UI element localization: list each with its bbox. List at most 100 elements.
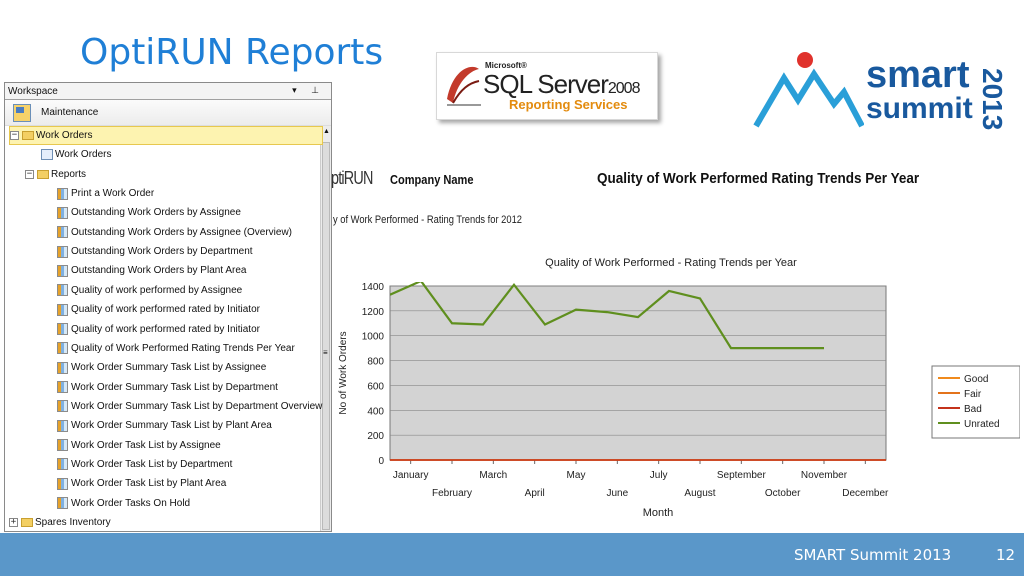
- tree-item-label: Work Order Summary Task List by Departme…: [71, 400, 323, 412]
- tree-item[interactable]: Outstanding Work Orders by Department: [57, 242, 253, 261]
- report-icon: [57, 361, 68, 374]
- tree-item[interactable]: Outstanding Work Orders by Assignee: [57, 203, 241, 222]
- tree-item-label: Work Order Summary Task List by Assignee: [71, 362, 267, 374]
- tree-item-label: Outstanding Work Orders by Department: [71, 246, 253, 258]
- report-icon: [57, 303, 68, 316]
- form-icon: [41, 149, 53, 161]
- mountain-icon: [753, 52, 865, 128]
- folder-icon: [21, 518, 33, 527]
- y-tick-label: 400: [367, 406, 384, 417]
- tree-item[interactable]: − Work Orders: [9, 126, 323, 145]
- scroll-up-icon[interactable]: ▲: [323, 128, 330, 135]
- tree-item-label: Quality of Work Performed Rating Trends …: [71, 342, 295, 354]
- tree-item-label: Work Order Summary Task List by Plant Ar…: [71, 420, 272, 432]
- trend-chart: Quality of Work Performed - Rating Trend…: [338, 257, 1020, 519]
- x-tick-label: August: [684, 488, 715, 499]
- tree-item[interactable]: Work Order Summary Task List by Plant Ar…: [57, 416, 272, 435]
- x-tick-label: April: [525, 488, 545, 499]
- series-line-unrated: [390, 282, 824, 350]
- workspace-controls[interactable]: ▾ ⊥: [292, 85, 325, 95]
- x-tick-label: June: [606, 488, 628, 499]
- report-icon: [57, 458, 68, 471]
- report-icon: [57, 323, 68, 335]
- sql-server-icon: [447, 66, 481, 106]
- y-tick-label: 1200: [362, 307, 385, 318]
- tree-item-label: Spares Inventory: [35, 517, 111, 528]
- report-icon: [57, 342, 68, 355]
- maintenance-button[interactable]: Maintenance: [5, 100, 331, 126]
- workspace-header: Workspace ▾ ⊥: [5, 83, 331, 100]
- page-number: 12: [996, 546, 1016, 564]
- sql-logo-ms: Microsoft®: [485, 61, 527, 70]
- report-icon: [57, 400, 68, 413]
- legend-label: Fair: [964, 389, 982, 400]
- tree-item[interactable]: Quality of work performed rated by Initi…: [57, 300, 260, 319]
- legend-label: Unrated: [964, 419, 1000, 430]
- legend-label: Good: [964, 374, 988, 385]
- x-tick-label: September: [717, 470, 767, 481]
- tree-item[interactable]: Work Order Task List by Plant Area: [57, 474, 226, 493]
- tree-item[interactable]: Work Order Summary Task List by Assignee: [57, 358, 266, 377]
- y-axis-label: No of Work Orders: [338, 331, 349, 414]
- scroll-thumb[interactable]: [322, 142, 330, 530]
- report-subtitle: y of Work Performed - Rating Trends for …: [333, 214, 522, 226]
- smart-summit-line2: summit: [866, 92, 973, 125]
- workspace-title: Workspace: [8, 85, 58, 97]
- tree-item-label: Outstanding Work Orders by Plant Area: [71, 265, 247, 277]
- tree-item[interactable]: Work Order Summary Task List by Departme…: [57, 378, 278, 397]
- tree-item[interactable]: Work Order Task List by Department: [57, 455, 232, 474]
- tree-item[interactable]: Quality of work performed rated by Initi…: [57, 320, 260, 339]
- tree-item[interactable]: Work Order Summary Task List by Departme…: [57, 397, 322, 416]
- x-tick-label: July: [650, 470, 668, 481]
- tree-item[interactable]: Print a Work Order: [57, 184, 154, 203]
- tree-item[interactable]: − Reports: [25, 165, 86, 184]
- tree-item-label: Work Order Task List by Plant Area: [71, 478, 227, 490]
- y-tick-label: 600: [367, 381, 384, 392]
- workspace-tree: ▲ ≡ − Work Orders Work Orders − Reports Print…: [5, 126, 331, 531]
- y-tick-label: 0: [378, 456, 384, 467]
- x-axis-label: Month: [643, 507, 674, 519]
- tree-item[interactable]: Outstanding Work Orders by Plant Area: [57, 261, 246, 280]
- chart-title: Quality of Work Performed - Rating Trend…: [545, 257, 797, 269]
- tree-scrollbar[interactable]: ▲ ≡: [320, 126, 331, 531]
- tree-item[interactable]: + Spares Inventory: [9, 513, 111, 531]
- collapse-icon[interactable]: −: [25, 168, 34, 179]
- tree-item-label: Work Order Tasks On Hold: [71, 497, 191, 509]
- tree-item-label: Quality of work performed rated by Initi…: [71, 304, 260, 316]
- expand-icon[interactable]: +: [9, 517, 18, 527]
- y-tick-label: 800: [367, 357, 384, 368]
- report-logo: ptiRUN: [331, 168, 373, 188]
- x-tick-label: October: [765, 488, 801, 499]
- folder-icon: [37, 169, 49, 179]
- report-icon: [57, 419, 68, 432]
- slide-title: OptiRUN Reports: [80, 32, 384, 73]
- report-company: Company Name: [390, 172, 474, 187]
- tree-item[interactable]: Work Order Task List by Assignee: [57, 436, 221, 455]
- legend-label: Bad: [964, 404, 982, 415]
- report-icon: [57, 439, 68, 452]
- tree-item-label: Print a Work Order: [71, 188, 155, 200]
- collapse-icon[interactable]: −: [10, 130, 19, 140]
- tree-item[interactable]: Work Orders: [41, 145, 112, 164]
- scroll-grip-icon: ≡: [323, 348, 328, 357]
- tree-item[interactable]: Quality of Work Performed Rating Trends …: [57, 339, 295, 358]
- maintenance-icon: [13, 103, 31, 122]
- report-title: Quality of Work Performed Rating Trends …: [597, 170, 920, 187]
- tree-item-label: Work Order Task List by Assignee: [71, 439, 221, 451]
- plot-area: [389, 285, 887, 461]
- report-icon: [57, 206, 68, 219]
- tree-item-label: Quality of work performed by Assignee: [71, 284, 243, 296]
- smart-summit-logo: smart summit 2013: [752, 44, 1012, 134]
- y-tick-label: 200: [367, 431, 384, 442]
- slide-footer: SMART Summit 2013 12: [0, 533, 1024, 576]
- x-tick-label: December: [842, 488, 889, 499]
- tree-item-label: Reports: [51, 168, 87, 180]
- sql-logo-name: SQL Server2008: [483, 69, 640, 99]
- sql-server-logo: Microsoft® SQL Server2008 Reporting Serv…: [436, 52, 658, 120]
- report-icon: [57, 245, 68, 258]
- tree-item[interactable]: Outstanding Work Orders by Assignee (Ove…: [57, 223, 292, 242]
- sql-logo-product: Reporting Services: [509, 97, 628, 112]
- tree-item[interactable]: Work Order Tasks On Hold: [57, 494, 190, 513]
- x-tick-label: March: [479, 470, 507, 481]
- tree-item[interactable]: Quality of work performed by Assignee: [57, 281, 242, 300]
